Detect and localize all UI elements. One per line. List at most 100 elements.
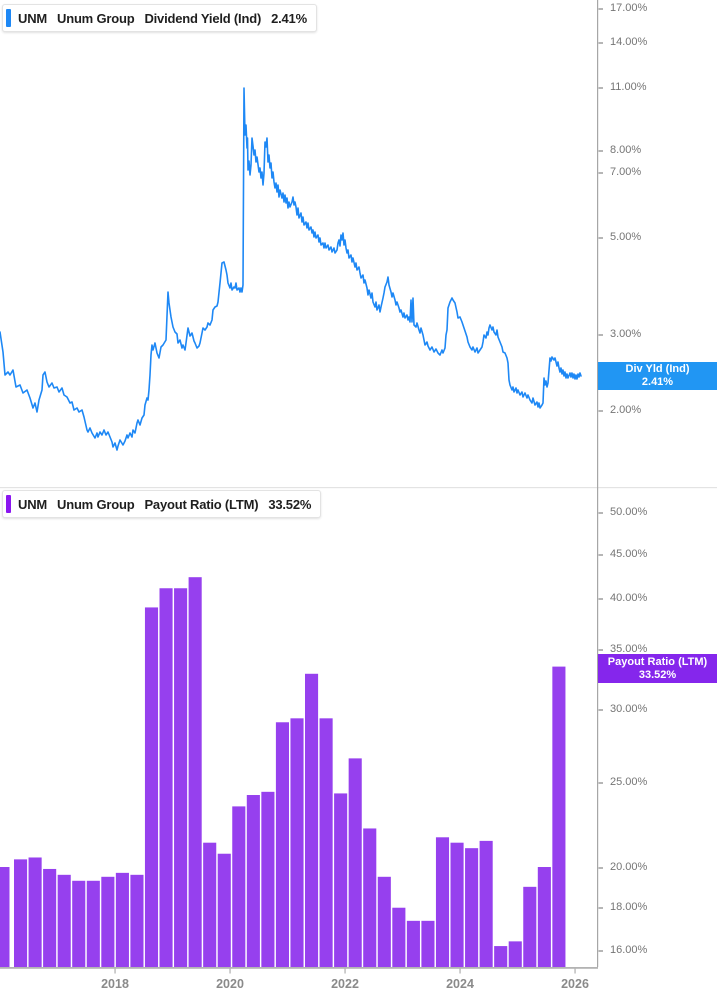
payout-ratio-bar-2022-Q2[interactable] bbox=[363, 828, 377, 967]
year-label-2020: 2020 bbox=[216, 977, 244, 991]
payout-ratio-y-tick-label: 25.00% bbox=[610, 776, 648, 788]
legend-ticker: UNM bbox=[18, 10, 48, 26]
payout-ratio-bar-2019-Q1[interactable] bbox=[174, 588, 188, 967]
payout-ratio-bar-2022-Q4[interactable] bbox=[392, 907, 406, 967]
dividend-yield-y-tick-label: 11.00% bbox=[610, 81, 647, 93]
payout-ratio-bar-2020-Q3[interactable] bbox=[261, 791, 275, 967]
payout-ratio-bar-2017-Q3[interactable] bbox=[86, 880, 100, 967]
div-yld-flag-label: Div Yld (Ind) bbox=[625, 363, 690, 375]
x-axis-tick-mark bbox=[574, 967, 576, 974]
payout-ratio-accent-bar bbox=[6, 495, 11, 513]
payout-ratio-y-tick-label: 50.00% bbox=[610, 506, 648, 518]
payout-ratio-bar-2021-Q4[interactable] bbox=[334, 793, 348, 967]
y-axis-line bbox=[597, 0, 599, 967]
payout-ratio-bar-2018-Q3[interactable] bbox=[144, 607, 159, 967]
payout-ratio-y-tick-label: 16.00% bbox=[610, 944, 648, 956]
dividend-yield-tick-mark bbox=[598, 42, 603, 44]
x-axis-tick-mark bbox=[229, 967, 231, 974]
payout-ratio-bar-2023-Q4[interactable] bbox=[450, 842, 464, 967]
payout-ratio-tick-mark bbox=[598, 598, 603, 600]
payout-ratio-tick-mark bbox=[598, 512, 603, 514]
payout-ratio-bar-2016-Q3[interactable] bbox=[28, 857, 42, 967]
legend-metric: Dividend Yield (Ind) bbox=[144, 10, 262, 26]
legend-value: 2.41% bbox=[271, 10, 307, 26]
dividend-yield-line[interactable] bbox=[0, 87, 582, 451]
legend-payout-ratio[interactable]: UNM Unum Group Payout Ratio (LTM) 33.52% bbox=[2, 490, 322, 518]
payout-ratio-bar-2022-Q3[interactable] bbox=[377, 876, 391, 967]
div-yld-last-value-flag: Div Yld (Ind) 2.41% bbox=[598, 362, 717, 390]
dividend-yield-tick-mark bbox=[598, 334, 603, 336]
payout-ratio-tick-mark bbox=[598, 867, 603, 869]
year-label-2022: 2022 bbox=[331, 977, 359, 991]
payout-ratio-bar-2018-Q4[interactable] bbox=[159, 588, 173, 967]
payout-ratio-tick-mark bbox=[598, 782, 603, 784]
payout-ratio-bar-2021-Q1[interactable] bbox=[290, 718, 304, 967]
payout-ratio-y-tick-label: 35.00% bbox=[610, 643, 648, 655]
legend-value: 33.52% bbox=[268, 496, 312, 512]
payout-ratio-bar-2023-Q1[interactable] bbox=[406, 920, 420, 967]
dividend-yield-y-tick-label: 5.00% bbox=[610, 231, 642, 243]
payout-ratio-bar-2022-Q1[interactable] bbox=[348, 758, 362, 967]
payout-ratio-tick-mark bbox=[598, 709, 603, 711]
payout-ratio-bar-2017-Q1[interactable] bbox=[57, 874, 71, 967]
payout-ratio-y-tick-label: 30.00% bbox=[610, 703, 648, 715]
year-label-2026: 2026 bbox=[561, 977, 589, 991]
payout-ratio-bar-2020-Q2[interactable] bbox=[246, 795, 260, 967]
payout-ratio-bar-2016-Q2[interactable] bbox=[14, 859, 28, 967]
payout-ratio-bar-2017-Q2[interactable] bbox=[72, 880, 86, 967]
payout-ratio-bar-2024-Q4[interactable] bbox=[508, 941, 522, 967]
legend-company: Unum Group bbox=[57, 10, 135, 26]
dividend-yield-tick-mark bbox=[598, 150, 603, 152]
payout-ratio-bar-2016-Q4[interactable] bbox=[43, 868, 57, 967]
dividend-yield-accent-bar bbox=[6, 9, 11, 27]
legend-dividend-yield[interactable]: UNM Unum Group Dividend Yield (Ind) 2.41… bbox=[2, 4, 317, 32]
payout-ratio-bar-2025-Q3[interactable] bbox=[552, 666, 566, 967]
payout-ratio-last-value-flag: Payout Ratio (LTM) 33.52% bbox=[598, 654, 717, 683]
payout-ratio-bar-2018-Q2[interactable] bbox=[130, 874, 144, 967]
dividend-yield-tick-mark bbox=[598, 410, 603, 412]
dividend-yield-tick-mark bbox=[598, 8, 603, 10]
payout-ratio-y-tick-label: 40.00% bbox=[610, 592, 648, 604]
year-label-2024: 2024 bbox=[446, 977, 474, 991]
payout-ratio-bar-2019-Q3[interactable] bbox=[203, 842, 217, 967]
payout-ratio-bar-2023-Q2[interactable] bbox=[421, 920, 435, 967]
payout-ratio-tick-mark bbox=[598, 554, 603, 556]
payout-ratio-bar-2016-Q1[interactable] bbox=[0, 867, 10, 967]
dividend-yield-y-tick-label: 7.00% bbox=[610, 166, 642, 178]
payout-ratio-bar-2024-Q3[interactable] bbox=[494, 946, 508, 967]
year-label-2018: 2018 bbox=[101, 977, 129, 991]
payout-ratio-tick-mark bbox=[598, 649, 603, 651]
dividend-yield-tick-mark bbox=[598, 172, 603, 174]
payout-ratio-bar-2021-Q2[interactable] bbox=[305, 673, 319, 967]
dividend-yield-y-tick-label: 2.00% bbox=[610, 404, 642, 416]
payout-ratio-y-tick-label: 20.00% bbox=[610, 861, 648, 873]
x-axis-tick-mark bbox=[114, 967, 116, 974]
payout-ratio-bar-2020-Q1[interactable] bbox=[232, 806, 246, 967]
payout-ratio-bar-2021-Q3[interactable] bbox=[319, 718, 333, 967]
payout-ratio-bar-2024-Q2[interactable] bbox=[479, 840, 493, 967]
payout-ratio-bar-2017-Q4[interactable] bbox=[101, 876, 115, 967]
dividend-yield-y-tick-label: 3.00% bbox=[610, 328, 642, 340]
dividend-yield-y-tick-label: 14.00% bbox=[610, 36, 648, 48]
x-axis-tick-mark bbox=[344, 967, 346, 974]
payout-ratio-bar-2018-Q1[interactable] bbox=[115, 872, 129, 967]
payout-ratio-bar-2024-Q1[interactable] bbox=[465, 848, 479, 967]
dividend-yield-y-tick-label: 17.00% bbox=[610, 2, 648, 14]
payout-ratio-bar-2019-Q4[interactable] bbox=[217, 853, 231, 967]
x-axis-tick-mark bbox=[459, 967, 461, 974]
legend-ticker: UNM bbox=[18, 496, 48, 512]
payout-ratio-bar-2019-Q2[interactable] bbox=[188, 577, 202, 967]
legend-metric: Payout Ratio (LTM) bbox=[144, 496, 259, 512]
payout-ratio-bar-2025-Q1[interactable] bbox=[523, 886, 537, 967]
payout-ratio-y-tick-label: 18.00% bbox=[610, 901, 648, 913]
payout-ratio-bar-2025-Q2[interactable] bbox=[537, 867, 551, 967]
dividend-yield-tick-mark bbox=[598, 87, 603, 89]
x-axis-line bbox=[0, 967, 598, 969]
payout-ratio-bar-2023-Q3[interactable] bbox=[435, 837, 450, 967]
payout-ratio-bar-2020-Q4[interactable] bbox=[275, 722, 289, 967]
payout-ratio-tick-mark bbox=[598, 950, 603, 952]
dividend-yield-tick-mark bbox=[598, 237, 603, 239]
dividend-yield-y-tick-label: 8.00% bbox=[610, 144, 642, 156]
